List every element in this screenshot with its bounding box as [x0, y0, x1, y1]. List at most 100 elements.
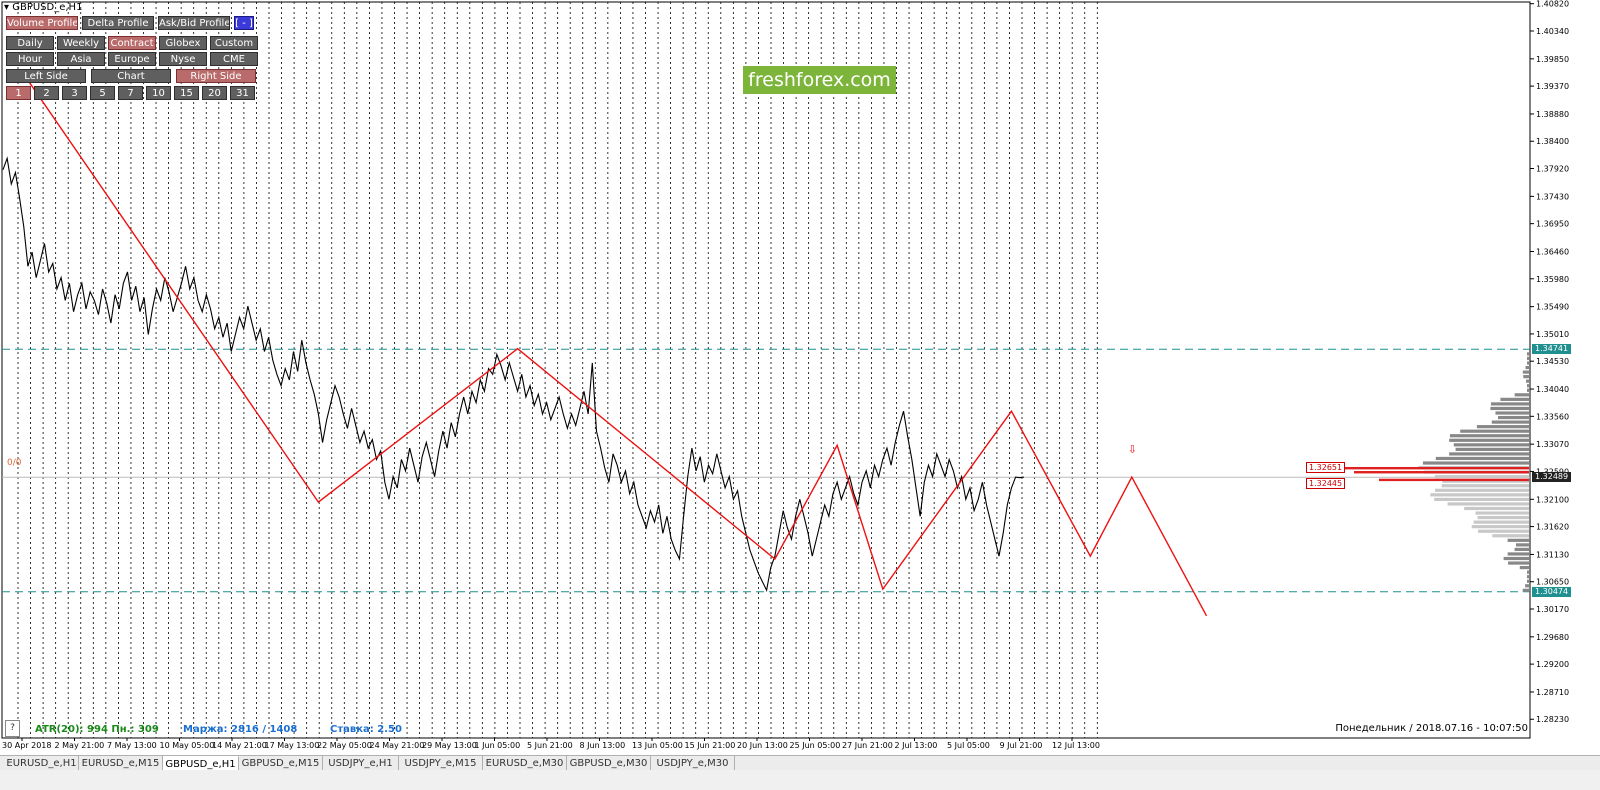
tab-usdjpy-e-m30[interactable]: USDJPY_e,M30 — [651, 756, 735, 771]
volume-profile-bar — [1527, 356, 1529, 361]
y-tick-label: 1.30170 — [1536, 605, 1569, 614]
y-tick-label: 1.32100 — [1536, 495, 1569, 504]
chevron-down-icon[interactable]: ▾ — [4, 2, 10, 13]
x-tick-label: 5 Jul 05:00 — [947, 741, 990, 750]
tab-usdjpy-e-h1[interactable]: USDJPY_e,H1 — [323, 756, 399, 771]
tab-gbpusd-e-m15[interactable]: GBPUSD_e,M15 — [239, 756, 323, 771]
toolbar-button-2[interactable]: 2 — [34, 86, 59, 100]
y-tick-label: 1.36950 — [1536, 220, 1569, 229]
toolbar-button-cme[interactable]: CME — [210, 52, 258, 66]
y-tick-label: 1.29200 — [1536, 660, 1569, 669]
volume-profile-bar — [1527, 388, 1529, 392]
toolbar-button-5[interactable]: 5 — [90, 86, 115, 100]
y-tick-label: 1.36460 — [1536, 248, 1569, 257]
toolbar-button-15[interactable]: 15 — [174, 86, 199, 100]
volume-profile-bar — [1527, 579, 1529, 583]
plot-frame — [1, 1, 1531, 739]
x-tick-label: 1 Jun 05:00 — [475, 741, 521, 750]
toolbar-button-[interactable]: [ - ] — [234, 16, 254, 30]
zero-label: 0/0 — [7, 458, 22, 468]
price-chart[interactable]: 1.40820 1.40340 1.39850 1.39370 1.38880 1.384… — [0, 0, 1600, 755]
x-tick-label: 15 Jun 21:00 — [685, 741, 736, 750]
x-tick-label: 12 Jul 13:00 — [1052, 741, 1100, 750]
tab-gbpusd-e-h1[interactable]: GBPUSD_e,H1 — [163, 756, 239, 771]
volume-profile-bar — [1525, 365, 1529, 370]
toolbar-button-1[interactable]: 1 — [6, 86, 31, 100]
x-tick-label: 2 May 21:00 — [55, 741, 105, 750]
symbol-title: ▾ GBPUSD_e,H1 — [4, 2, 82, 13]
toolbar-button-3[interactable]: 3 — [62, 86, 87, 100]
tab-eurusd-e-h1[interactable]: EURUSD_e,H1 — [5, 756, 79, 771]
volume-profile-bar — [1447, 502, 1529, 506]
symbol-title-text: GBPUSD_e,H1 — [12, 2, 83, 13]
y-tick-label: 1.39370 — [1536, 82, 1569, 91]
volume-profile-bar — [1527, 361, 1529, 365]
y-tick-label: 1.40820 — [1536, 0, 1569, 9]
level-price-tag: 1.30474 — [1532, 586, 1572, 597]
volume-profile-bar — [1508, 561, 1529, 565]
toolbar-button-contract[interactable]: Contract — [108, 36, 156, 50]
server-time: Понедельник / 2018.07.16 - 10:07:50 — [1335, 723, 1528, 734]
y-tick-label: 1.31620 — [1536, 523, 1569, 532]
toolbar-button-volume-profile[interactable]: Volume Profile — [6, 16, 78, 30]
profile-price-tag: 1.32445 — [1306, 477, 1346, 489]
help-button[interactable]: ? — [5, 720, 20, 737]
rate-stat: Ставка: 2.50 — [330, 724, 402, 735]
x-tick-label: 5 Jun 21:00 — [527, 741, 573, 750]
volume-profile-bar — [1435, 488, 1529, 492]
toolbar-button-delta-profile[interactable]: Delta Profile — [82, 16, 154, 30]
volume-profile-bar — [1441, 484, 1529, 488]
toolbar-button-weekly[interactable]: Weekly — [57, 36, 105, 50]
y-tick-label: 1.38880 — [1536, 110, 1569, 119]
volume-profile-bar — [1492, 534, 1529, 538]
toolbar-button-31[interactable]: 31 — [230, 86, 255, 100]
toolbar-button-left-side[interactable]: Left Side — [6, 69, 86, 83]
toolbar-button-nyse[interactable]: Nyse — [159, 52, 207, 66]
volume-profile-bar — [1449, 438, 1529, 442]
volume-profile-bar — [1422, 461, 1529, 465]
tab-eurusd-e-m15[interactable]: EURUSD_e,M15 — [79, 756, 163, 771]
volume-profile-bar — [1434, 497, 1529, 501]
volume-profile-poc-bar — [1354, 471, 1529, 474]
volume-profile-bar — [1453, 443, 1529, 447]
toolbar-button-20[interactable]: 20 — [202, 86, 227, 100]
y-tick-label: 1.34530 — [1536, 357, 1569, 366]
tab-gbpusd-e-m30[interactable]: GBPUSD_e,M30 — [567, 756, 651, 771]
toolbar-button-right-side[interactable]: Right Side — [176, 69, 256, 83]
toolbar-button-hour[interactable]: Hour — [6, 52, 54, 66]
y-tick-label: 1.33560 — [1536, 412, 1569, 421]
toolbar-button-ask-bid-profile[interactable]: Ask/Bid Profile — [158, 16, 230, 30]
toolbar-button-10[interactable]: 10 — [146, 86, 171, 100]
volume-profile-bar — [1449, 452, 1529, 456]
volume-profile-bar — [1522, 588, 1529, 592]
toolbar-button-asia[interactable]: Asia — [57, 52, 105, 66]
tab-usdjpy-e-m15[interactable]: USDJPY_e,M15 — [399, 756, 483, 771]
x-tick-label: 17 May 13:00 — [265, 741, 320, 750]
y-tick-label: 1.30650 — [1536, 578, 1569, 587]
volume-profile-poc-bar — [1379, 478, 1529, 482]
toolbar-button-chart[interactable]: Chart — [91, 69, 171, 83]
volume-profile-bar — [1471, 525, 1529, 529]
toolbar-button-custom[interactable]: Custom — [210, 36, 258, 50]
volume-profile-bar — [1476, 425, 1529, 429]
tab-eurusd-e-m30[interactable]: EURUSD_e,M30 — [483, 756, 567, 771]
x-tick-label: 13 Jun 05:00 — [632, 741, 683, 750]
toolbar-button-europe[interactable]: Europe — [108, 52, 156, 66]
volume-profile-bar — [1527, 384, 1529, 388]
x-tick-label: 20 Jun 13:00 — [737, 741, 788, 750]
toolbar-button-globex[interactable]: Globex — [159, 36, 207, 50]
x-tick-label: 9 Jul 21:00 — [1000, 741, 1043, 750]
chart-window[interactable]: 1.40820 1.40340 1.39850 1.39370 1.38880 1.384… — [0, 0, 1600, 770]
volume-profile-bar — [1527, 352, 1529, 356]
volume-profile-bar — [1507, 552, 1529, 556]
toolbar-button-daily[interactable]: Daily — [6, 36, 54, 50]
volume-profile-bar — [1526, 379, 1529, 383]
volume-profile-bar — [1435, 456, 1529, 461]
volume-profile-bar — [1514, 393, 1529, 397]
level-price-tag: 1.34741 — [1532, 344, 1572, 355]
volume-profile-bar — [1514, 547, 1529, 552]
x-tick-label: 27 Jun 21:00 — [842, 741, 893, 750]
y-tick-label: 1.28230 — [1536, 715, 1569, 724]
toolbar-button-7[interactable]: 7 — [118, 86, 143, 100]
x-tick-label: 2 Jul 13:00 — [895, 741, 938, 750]
